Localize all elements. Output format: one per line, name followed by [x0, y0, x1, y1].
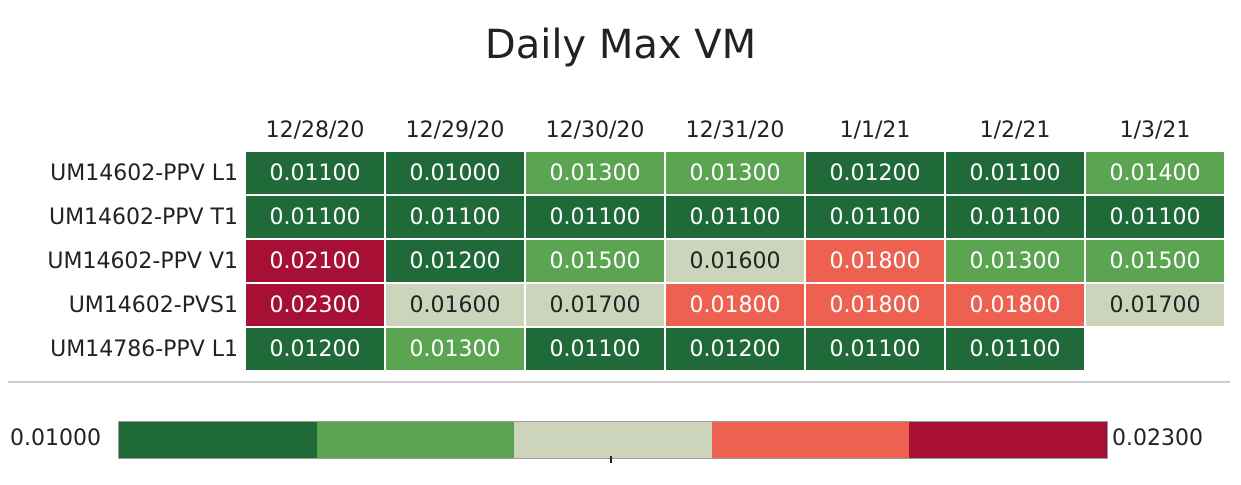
row-label: UM14786-PPV L1 [50, 336, 238, 362]
heatmap-cell: 0.01300 [526, 152, 664, 194]
heatmap-cell: 0.01100 [386, 196, 524, 238]
heatmap-cell: 0.01200 [386, 240, 524, 282]
heatmap-cell: 0.01700 [1086, 284, 1224, 326]
column-header-row: 12/28/20 12/29/20 12/30/20 12/31/20 1/1/21 1/… [10, 110, 1224, 150]
heatmap-body: UM14602-PPV L1 0.01100 0.01000 0.01300 0.013… [10, 152, 1224, 370]
column-header: 12/31/20 [685, 117, 785, 143]
heatmap-cell: 0.01200 [666, 328, 804, 370]
heatmap-table: 12/28/20 12/29/20 12/30/20 12/31/20 1/1/21 1/… [8, 108, 1226, 372]
heatmap-cell: 0.01100 [806, 328, 944, 370]
heatmap-cell [1086, 328, 1224, 370]
heatmap-cell: 0.01200 [246, 328, 384, 370]
heatmap-cell: 0.01200 [806, 152, 944, 194]
heatmap-cell: 0.01100 [526, 328, 664, 370]
heatmap-cell: 0.01100 [946, 152, 1084, 194]
legend-midpoint-tick [610, 456, 612, 463]
column-header: 12/29/20 [405, 117, 505, 143]
color-scale-legend [118, 421, 1108, 459]
table-row: UM14602-PPV L1 0.01100 0.01000 0.01300 0.013… [10, 152, 1224, 194]
row-label: UM14602-PVS1 [68, 292, 238, 318]
heatmap-cell: 0.01700 [526, 284, 664, 326]
heatmap-cell: 0.01100 [246, 196, 384, 238]
heatmap-cell: 0.01800 [666, 284, 804, 326]
column-header: 12/30/20 [545, 117, 645, 143]
table-row: UM14602-PPV T1 0.01100 0.01100 0.01100 0.011… [10, 196, 1224, 238]
heatmap-cell: 0.01100 [526, 196, 664, 238]
chart-title: Daily Max VM [484, 22, 757, 68]
divider-line [8, 381, 1230, 383]
heatmap-cell: 0.01100 [666, 196, 804, 238]
heatmap-cell: 0.01400 [1086, 152, 1224, 194]
legend-swatch [316, 422, 515, 458]
heatmap-cell: 0.01100 [1086, 196, 1224, 238]
row-label: UM14602-PPV T1 [48, 204, 238, 230]
legend-swatch [119, 422, 317, 458]
table-row: UM14786-PPV L1 0.01200 0.01300 0.01100 0.012… [10, 328, 1224, 370]
legend-swatch [711, 422, 910, 458]
heatmap-cell: 0.01100 [946, 196, 1084, 238]
header-corner [10, 110, 244, 150]
legend-swatch [909, 422, 1107, 458]
heatmap-cell: 0.01800 [946, 284, 1084, 326]
legend-swatch [514, 422, 712, 458]
heatmap-cell: 0.02100 [246, 240, 384, 282]
column-header: 12/28/20 [265, 117, 365, 143]
heatmap-cell: 0.01500 [1086, 240, 1224, 282]
legend-max-label: 0.02300 [1112, 426, 1203, 451]
heatmap-cell: 0.01800 [806, 240, 944, 282]
heatmap-cell: 0.01300 [946, 240, 1084, 282]
legend-min-label: 0.01000 [10, 426, 101, 451]
column-header: 1/1/21 [839, 117, 911, 143]
table-row: UM14602-PPV V1 0.02100 0.01200 0.01500 0.016… [10, 240, 1224, 282]
heatmap-cell: 0.01500 [526, 240, 664, 282]
heatmap-cell: 0.01300 [386, 328, 524, 370]
heatmap-cell: 0.02300 [246, 284, 384, 326]
heatmap-cell: 0.01100 [946, 328, 1084, 370]
heatmap-cell: 0.01600 [666, 240, 804, 282]
heatmap-cell: 0.01300 [666, 152, 804, 194]
heatmap-cell: 0.01800 [806, 284, 944, 326]
heatmap-cell: 0.01100 [246, 152, 384, 194]
heatmap-cell: 0.01600 [386, 284, 524, 326]
row-label: UM14602-PPV L1 [50, 160, 238, 186]
heatmap-cell: 0.01100 [806, 196, 944, 238]
heatmap-cell: 0.01000 [386, 152, 524, 194]
row-label: UM14602-PPV V1 [47, 248, 238, 274]
column-header: 1/3/21 [1119, 117, 1191, 143]
column-header: 1/2/21 [979, 117, 1051, 143]
table-row: UM14602-PVS1 0.02300 0.01600 0.01700 0.01800… [10, 284, 1224, 326]
